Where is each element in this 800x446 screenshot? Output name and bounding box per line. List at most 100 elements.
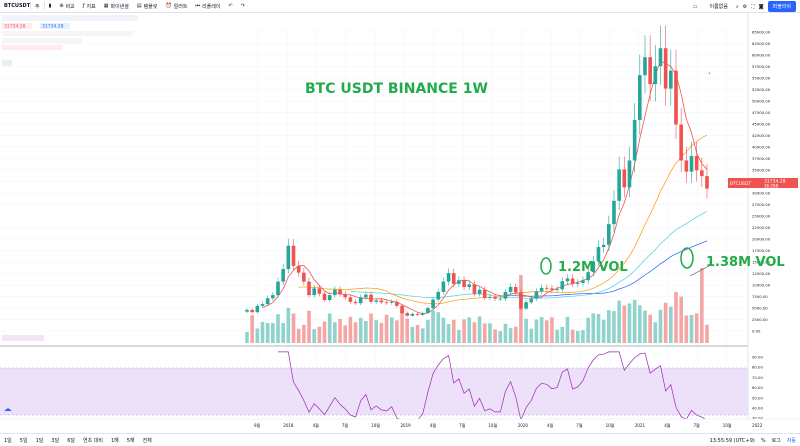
circle-marker-1[interactable]	[540, 257, 552, 275]
candle-body	[286, 245, 291, 270]
bottom-toolbar: 1일 5일 1달 3달 6달 연초 대비 1해 5해 전체 13:55:59 (UTC+9) %…	[0, 433, 800, 446]
time-tick: 10월	[606, 422, 615, 428]
buy-price: 31734.28	[42, 24, 64, 30]
legend-collapse-button[interactable]	[2, 60, 12, 66]
volume-bar	[544, 320, 549, 343]
price-tick: 45000.00	[752, 122, 771, 127]
compare-label: 비교	[65, 3, 75, 10]
redo-button[interactable]: ↷	[237, 3, 249, 9]
chart-style-button[interactable]: ▮	[45, 3, 56, 9]
volume-bar	[462, 319, 466, 343]
volume-bar	[534, 319, 539, 343]
candle-body	[369, 294, 373, 302]
financials-button[interactable]: ▦ 파이낸셜	[100, 3, 133, 10]
templates-label: 템플릿	[143, 3, 158, 10]
volume-bar	[431, 310, 435, 343]
range-button[interactable]: 1해	[110, 437, 119, 444]
volume-bar	[493, 329, 497, 343]
range-button[interactable]: 6달	[67, 437, 75, 444]
rsi-axis[interactable]: 90.00 80.00 70.00 60.00 50.00 40.00 30.00	[752, 355, 763, 421]
symbol-search[interactable]: BTCUSDT	[4, 3, 31, 9]
candle-body	[338, 289, 342, 295]
candle-body	[451, 273, 456, 284]
camera-icon[interactable]: ◙	[758, 3, 764, 10]
price-tick: 17500.00	[752, 248, 771, 253]
time-tick: 4월	[547, 422, 554, 428]
volume-bar	[591, 313, 596, 343]
volume-bar	[415, 324, 420, 343]
price-tick: 2500.00	[752, 317, 768, 322]
range-button[interactable]: 5해	[126, 437, 135, 444]
price-tick: 27500.00	[752, 202, 771, 207]
legend-buy[interactable]	[40, 23, 70, 29]
replay-button[interactable]: ⏮ 리플레이	[191, 3, 224, 10]
chart-area[interactable]: 65000.00 62500.00 60000.00 57500.00 55000.00…	[0, 13, 800, 433]
candle-body	[255, 305, 260, 313]
indicators-label: 지표	[86, 3, 96, 10]
undo-button[interactable]: ↶	[224, 3, 236, 9]
candle-body	[245, 309, 249, 312]
candle-body	[653, 66, 658, 85]
candle-body	[291, 245, 296, 266]
rsi-line	[278, 351, 708, 422]
candle-body	[513, 287, 518, 293]
circle-marker-2[interactable]	[680, 247, 694, 269]
bottom-right: 13:55:59 (UTC+9) % 로그 자동	[710, 434, 796, 446]
compare-button[interactable]: ⊕ 비교	[55, 3, 78, 10]
price-tick: 65000.00	[752, 30, 771, 35]
range-button[interactable]: 3달	[51, 437, 60, 444]
auto-toggle[interactable]: 자동	[786, 438, 796, 444]
log-toggle[interactable]: 로그	[771, 438, 781, 444]
candle-body	[462, 280, 466, 288]
publish-button[interactable]: 퍼블리쉬	[767, 1, 796, 12]
legend-sell[interactable]	[2, 23, 32, 29]
alert-button[interactable]: ⏰ 얼러트	[161, 3, 191, 10]
volume-bar	[503, 323, 508, 343]
layout-button[interactable]: ▭	[689, 4, 702, 10]
volume-bar	[684, 315, 689, 343]
range-button[interactable]: 전체	[142, 437, 152, 444]
annotation-title: BTC USDT BINANCE 1W	[305, 81, 488, 97]
candle-body	[307, 281, 311, 296]
interval-button[interactable]: 주	[35, 3, 40, 10]
volume-bar	[622, 305, 627, 343]
indicators-button[interactable]: ƒ 지표	[79, 3, 100, 10]
range-buttons: 1일 5일 1달 3달 6달 연초 대비 1해 5해 전체	[0, 437, 156, 444]
trend-line[interactable]	[689, 265, 710, 277]
volume-bar	[333, 322, 337, 343]
chart-svg[interactable]: 65000.00 62500.00 60000.00 57500.00 55000.00…	[0, 13, 800, 433]
time-axis[interactable]: 9월 2018 4월 7월 10월 2019 4월 7월 10월 2020 4월 7월 10월 2021 4…	[254, 422, 763, 428]
templates-icon: ▤	[136, 3, 142, 9]
price-tick: 12500.00	[752, 271, 771, 276]
volume-bar	[638, 305, 642, 343]
candle-body	[472, 284, 477, 294]
rsi-tick: 50.00	[752, 395, 763, 400]
volume-bar	[436, 312, 441, 343]
range-button[interactable]: 연초 대비	[82, 437, 103, 444]
volume-bar	[265, 323, 270, 343]
candle-body	[312, 288, 316, 296]
templates-button[interactable]: ▤ 템플릿	[133, 3, 162, 10]
volume-bar	[524, 318, 528, 343]
last-price-sub: 36.208	[764, 184, 778, 189]
range-button[interactable]: 5일	[19, 437, 28, 444]
candle-body	[302, 272, 306, 282]
range-button[interactable]: 1달	[35, 437, 44, 444]
volume-bar	[271, 323, 275, 343]
candle-body	[612, 200, 616, 225]
range-button[interactable]: 1일	[4, 437, 12, 444]
fullscreen-icon[interactable]: ⛶	[751, 3, 755, 10]
candle-body	[575, 282, 580, 284]
price-tick: 25000.00	[752, 214, 771, 219]
gear-icon[interactable]: ⚙	[742, 3, 748, 10]
search-icon[interactable]: ⌕	[735, 3, 739, 10]
volume-bar	[555, 329, 559, 343]
divider	[30, 2, 31, 10]
price-axis[interactable]: 65000.00 62500.00 60000.00 57500.00 55000.00…	[752, 30, 771, 334]
percent-toggle[interactable]: %	[760, 437, 766, 444]
last-price-tag: BTCUSDT 31734.28 36.208	[728, 178, 798, 189]
clock[interactable]: 13:55:59 (UTC+9)	[709, 437, 755, 444]
marker-dot: •	[708, 71, 711, 77]
candle-body	[436, 291, 441, 300]
layout-name[interactable]: 이름없음	[709, 4, 728, 10]
